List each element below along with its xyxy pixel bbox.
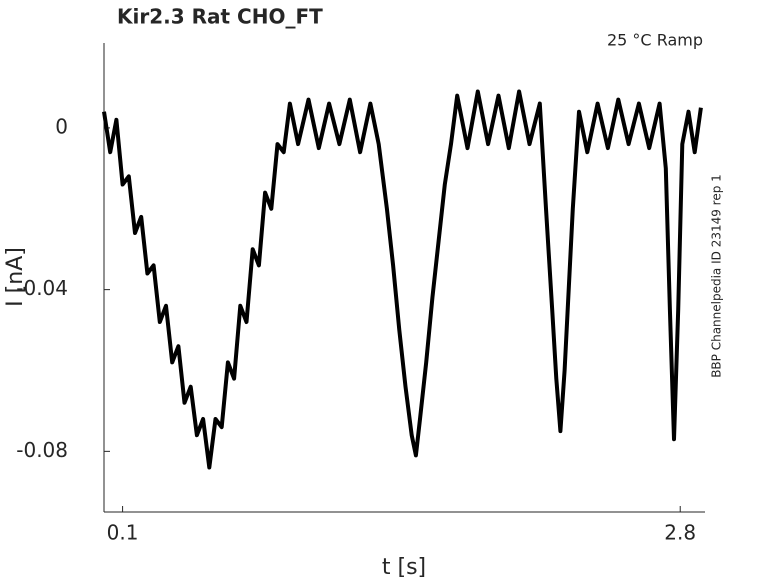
y-tick-label: -0.04	[16, 276, 68, 300]
subtitle: 25 °C Ramp	[607, 31, 703, 50]
trace	[102, 89, 703, 470]
y-tick-label: -0.08	[16, 438, 68, 462]
x-tick-label: 2.8	[664, 521, 696, 545]
chart-title: Kir2.3 Rat CHO_FT	[117, 5, 323, 29]
x-tick-label: 0.1	[107, 521, 139, 545]
side-note: BBP Channelpedia ID 23149 rep 1	[710, 174, 724, 378]
x-axis-label: t [s]	[382, 555, 426, 580]
y-tick-label: 0	[55, 114, 68, 138]
y-axis-label: I [nA]	[3, 247, 28, 307]
